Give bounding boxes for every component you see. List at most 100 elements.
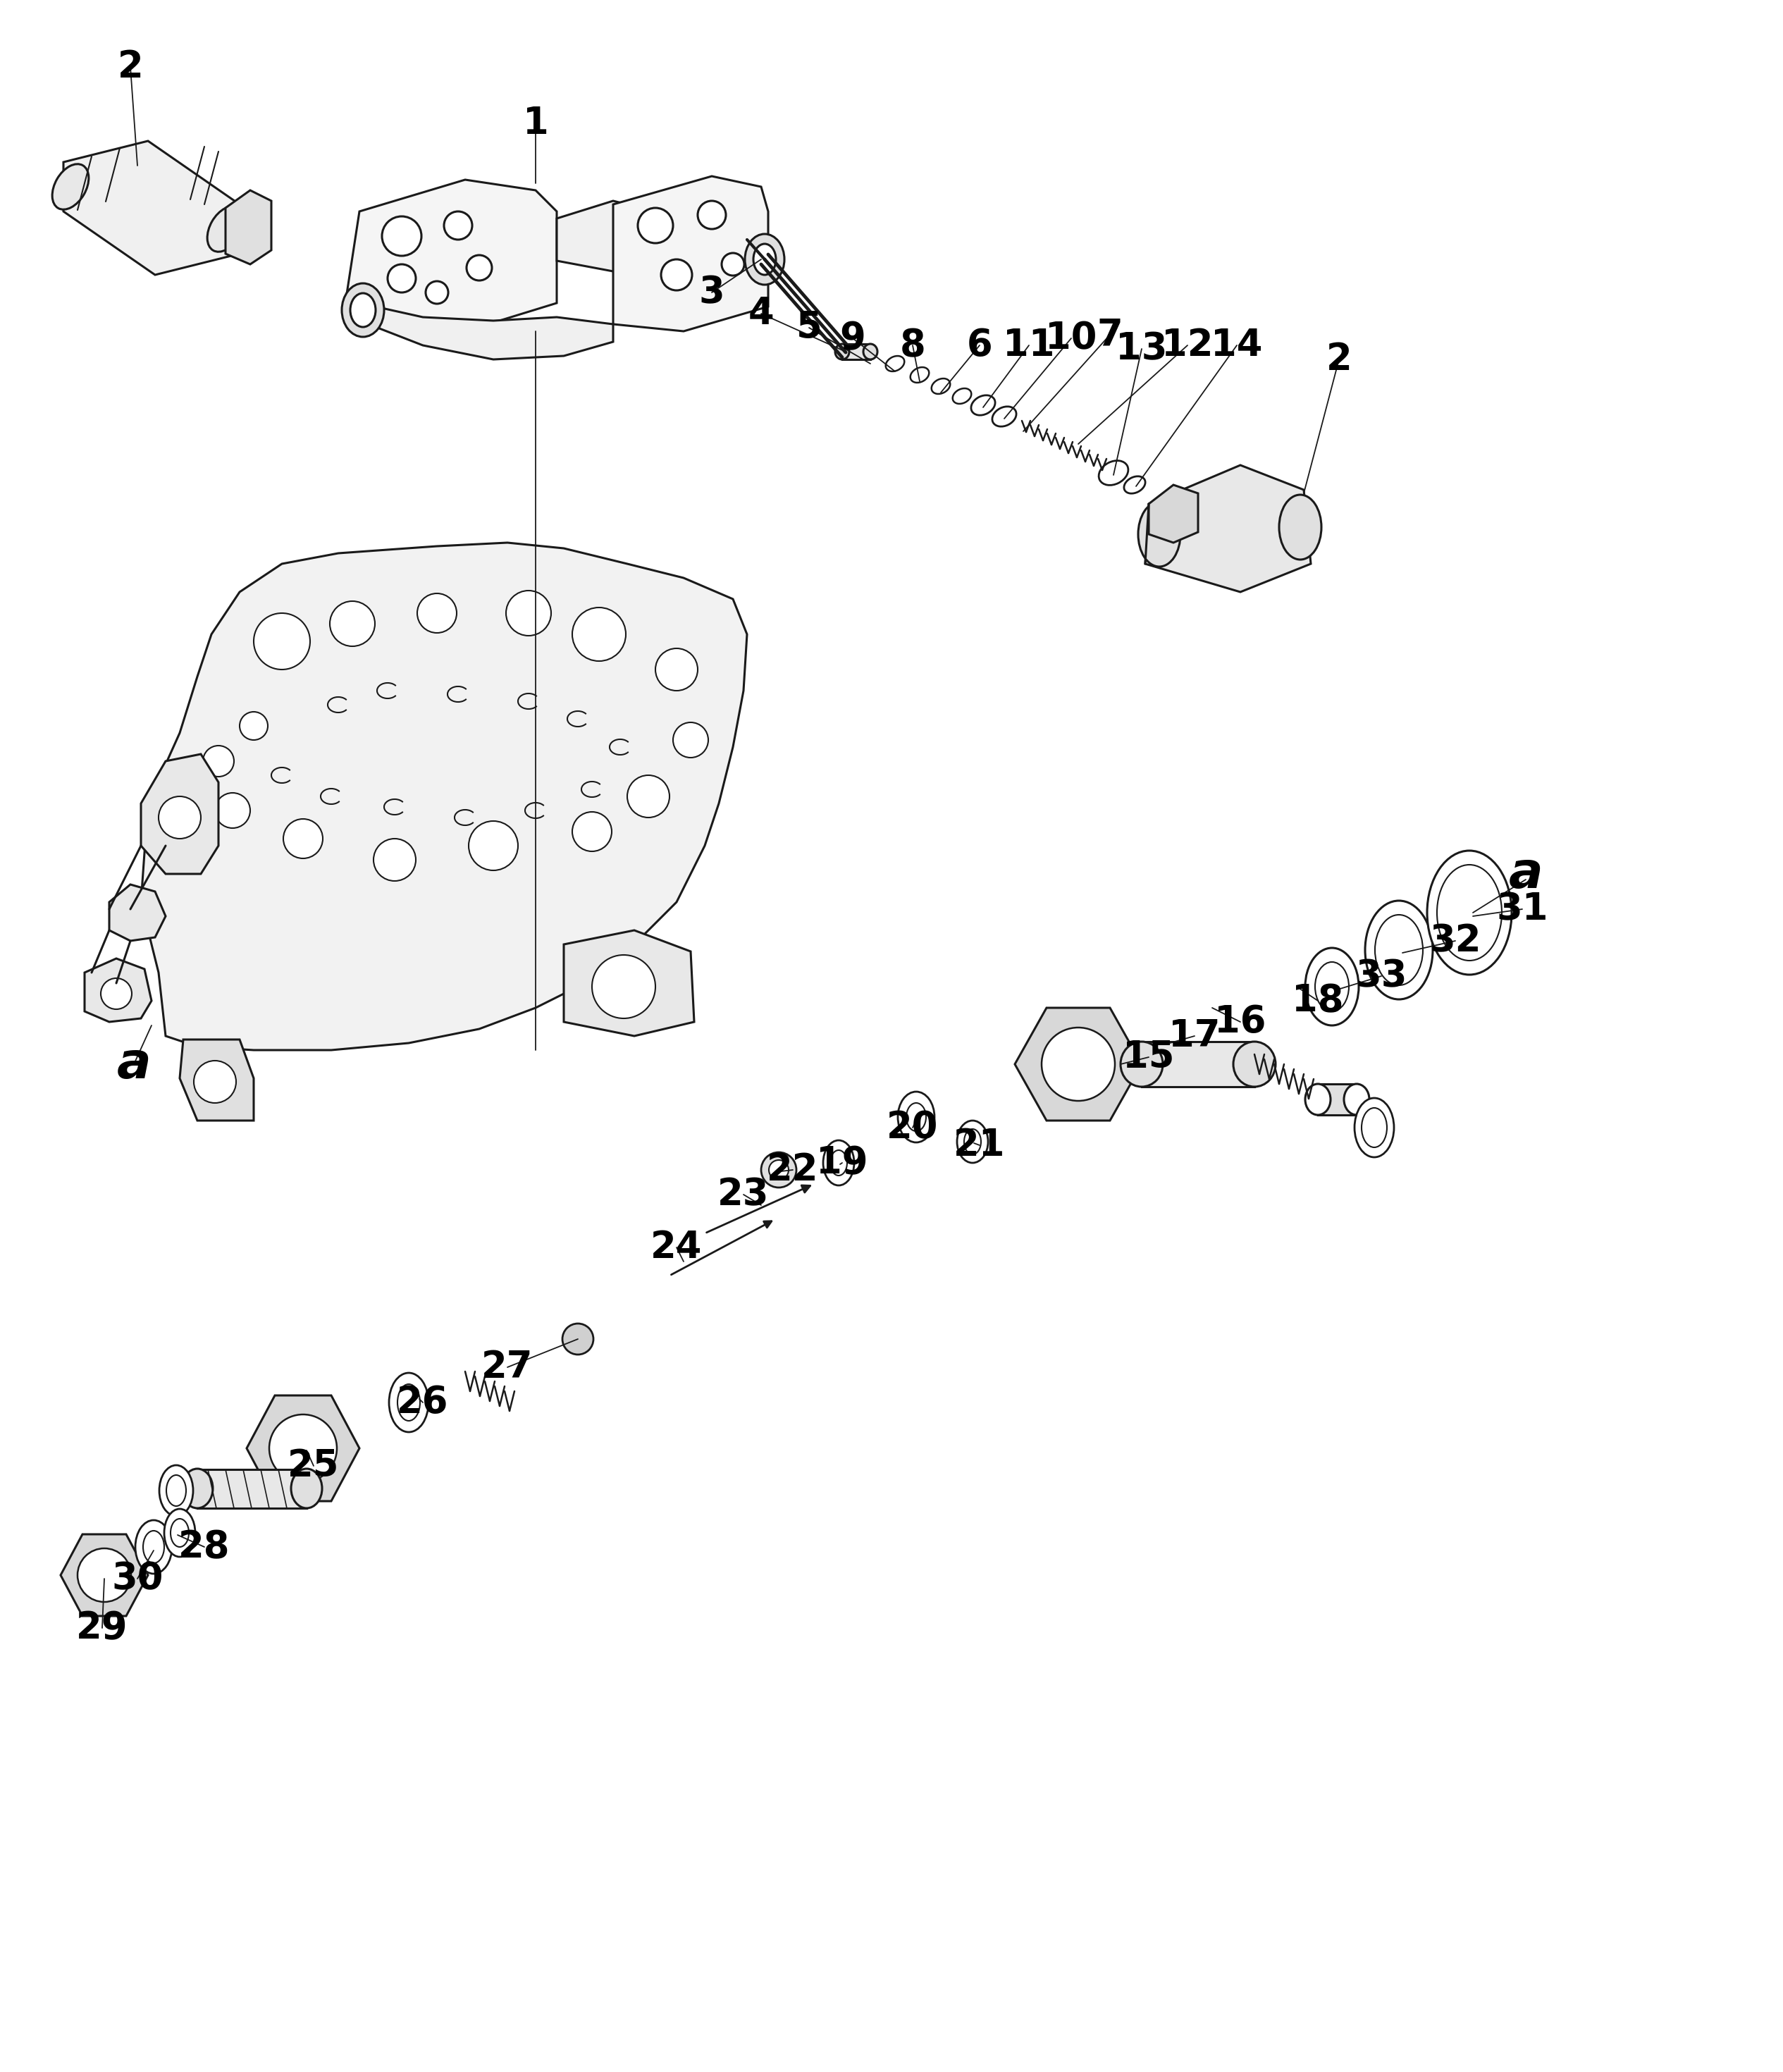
Polygon shape: [556, 201, 669, 271]
Bar: [198, 1469, 307, 1508]
Text: 20: 20: [886, 1109, 938, 1146]
Text: 23: 23: [717, 1177, 770, 1212]
Polygon shape: [346, 180, 556, 332]
Polygon shape: [1145, 464, 1311, 593]
Text: 26: 26: [398, 1384, 449, 1421]
Polygon shape: [180, 1040, 253, 1121]
Circle shape: [194, 1061, 235, 1102]
Text: 6: 6: [966, 327, 993, 365]
Circle shape: [253, 613, 310, 669]
Ellipse shape: [1123, 477, 1145, 493]
Ellipse shape: [398, 1384, 421, 1421]
Ellipse shape: [972, 396, 995, 414]
Text: 4: 4: [749, 296, 774, 332]
Circle shape: [216, 794, 250, 829]
Text: a: a: [116, 1040, 152, 1088]
Ellipse shape: [1234, 1042, 1275, 1086]
Text: 3: 3: [699, 274, 724, 311]
Ellipse shape: [1355, 1098, 1394, 1158]
Circle shape: [373, 839, 415, 881]
Text: 33: 33: [1355, 957, 1407, 995]
Ellipse shape: [1138, 501, 1180, 566]
Polygon shape: [360, 303, 613, 358]
Text: 13: 13: [1116, 332, 1168, 367]
Ellipse shape: [1375, 914, 1423, 986]
Polygon shape: [109, 885, 166, 941]
Circle shape: [572, 607, 626, 661]
Ellipse shape: [164, 1508, 194, 1556]
Ellipse shape: [824, 1140, 854, 1185]
Ellipse shape: [745, 234, 785, 284]
Text: 29: 29: [77, 1610, 128, 1647]
Circle shape: [506, 591, 551, 636]
Text: 11: 11: [1004, 327, 1056, 365]
Ellipse shape: [911, 367, 929, 383]
Circle shape: [159, 796, 201, 839]
Ellipse shape: [952, 387, 972, 404]
Text: 31: 31: [1496, 891, 1548, 928]
Text: 28: 28: [178, 1529, 230, 1564]
Ellipse shape: [1426, 852, 1512, 974]
Text: 5: 5: [797, 309, 822, 346]
Ellipse shape: [171, 1519, 189, 1548]
Circle shape: [417, 593, 456, 632]
Circle shape: [761, 1152, 797, 1187]
Text: 2: 2: [118, 48, 143, 85]
Circle shape: [387, 265, 415, 292]
Ellipse shape: [1366, 901, 1434, 999]
Circle shape: [562, 1324, 594, 1355]
Text: 16: 16: [1214, 1003, 1266, 1040]
Ellipse shape: [389, 1374, 428, 1432]
Ellipse shape: [136, 1521, 171, 1575]
Ellipse shape: [1362, 1109, 1387, 1148]
Ellipse shape: [1120, 1042, 1163, 1086]
Ellipse shape: [1098, 460, 1129, 485]
Ellipse shape: [1344, 1084, 1369, 1115]
Polygon shape: [141, 754, 219, 874]
Ellipse shape: [899, 1092, 934, 1142]
Text: 25: 25: [287, 1448, 339, 1484]
Circle shape: [269, 1415, 337, 1481]
Circle shape: [672, 723, 708, 758]
Circle shape: [239, 713, 267, 740]
Polygon shape: [225, 191, 271, 265]
Text: 7: 7: [1097, 317, 1123, 352]
Ellipse shape: [931, 379, 950, 394]
Circle shape: [77, 1548, 132, 1602]
Circle shape: [426, 282, 448, 305]
Polygon shape: [563, 930, 694, 1036]
Polygon shape: [1015, 1007, 1141, 1121]
Polygon shape: [246, 1394, 360, 1500]
Ellipse shape: [831, 1150, 847, 1175]
Text: 1: 1: [522, 106, 549, 141]
Circle shape: [382, 215, 421, 255]
Circle shape: [628, 775, 669, 818]
Text: 9: 9: [840, 319, 867, 356]
Circle shape: [697, 201, 726, 230]
Polygon shape: [64, 141, 239, 276]
Ellipse shape: [1278, 495, 1321, 559]
Text: 2: 2: [1327, 342, 1352, 377]
Circle shape: [661, 259, 692, 290]
Circle shape: [656, 649, 697, 690]
Text: 18: 18: [1293, 982, 1344, 1019]
Ellipse shape: [886, 356, 904, 371]
Ellipse shape: [349, 292, 376, 327]
Ellipse shape: [834, 344, 849, 358]
Circle shape: [102, 978, 132, 1009]
Text: 10: 10: [1045, 319, 1097, 356]
Ellipse shape: [1305, 947, 1359, 1026]
Ellipse shape: [52, 164, 89, 209]
Text: 15: 15: [1123, 1038, 1175, 1075]
Circle shape: [722, 253, 744, 276]
Bar: [1141, 1042, 1255, 1086]
Circle shape: [638, 207, 672, 242]
Bar: [1318, 1084, 1357, 1115]
Circle shape: [330, 601, 374, 646]
Ellipse shape: [957, 1121, 988, 1162]
Text: 32: 32: [1430, 922, 1482, 959]
Text: a: a: [1508, 850, 1542, 899]
Text: 14: 14: [1211, 327, 1262, 365]
Ellipse shape: [342, 284, 383, 338]
Text: 27: 27: [481, 1349, 533, 1386]
